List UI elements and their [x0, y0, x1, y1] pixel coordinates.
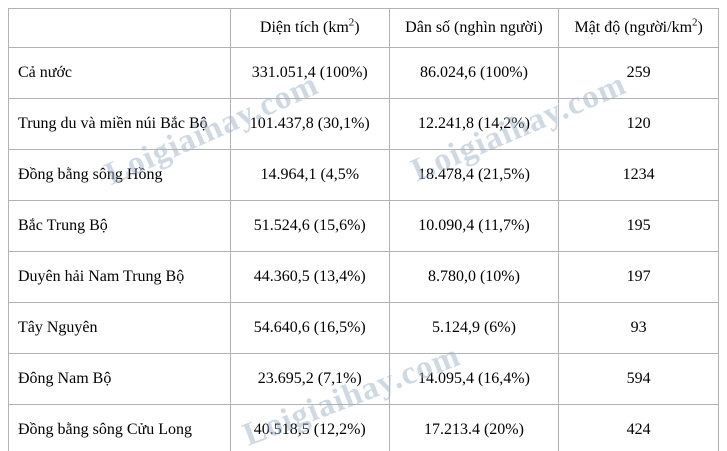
header-area-superscript: 2: [348, 16, 355, 29]
header-row: Diện tích (km2) Dân số (nghìn người) Mật…: [8, 8, 719, 48]
area-cell: 101.437,8 (30,1%): [229, 98, 390, 150]
population-cell: 10.090,4 (11,7%): [388, 200, 560, 252]
header-density: Mật độ (người/km2): [558, 8, 719, 48]
region-cell: Trung du và miền núi Bắc Bộ: [8, 98, 231, 150]
header-area-label: Diện tích (km: [259, 19, 349, 36]
statistics-table: Diện tích (km2) Dân số (nghìn người) Mật…: [8, 8, 719, 451]
header-area-label-close: ): [354, 19, 360, 36]
density-cell: 93: [558, 302, 719, 354]
density-cell: 195: [558, 200, 719, 252]
header-population-label: Dân số (nghìn người): [405, 19, 543, 36]
table-row: Đông Nam Bộ 23.695,2 (7,1%) 14.095,4 (16…: [8, 353, 719, 405]
area-cell: 23.695,2 (7,1%): [229, 353, 390, 405]
area-cell: 51.524,6 (15,6%): [229, 200, 390, 252]
population-cell: 5.124,9 (6%): [388, 302, 560, 354]
population-cell: 18.478,4 (21,5%): [388, 149, 560, 201]
density-cell: 1234: [558, 149, 719, 201]
area-cell: 44.360,5 (13,4%): [229, 251, 390, 303]
header-density-label-close: ): [697, 19, 703, 36]
population-cell: 86.024,6 (100%): [388, 47, 560, 99]
population-cell: 12.241,8 (14,2%): [388, 98, 560, 150]
region-cell: Cả nước: [8, 47, 231, 99]
region-cell: Đông Nam Bộ: [8, 353, 231, 405]
area-cell: 331.051,4 (100%): [229, 47, 390, 99]
table-row: Đồng bằng sông Hồng 14.964,1 (4,5% 18.47…: [8, 149, 719, 201]
density-cell: 259: [558, 47, 719, 99]
table-row: Tây Nguyên 54.640,6 (16,5%) 5.124,9 (6%)…: [8, 302, 719, 354]
table-row: Bắc Trung Bộ 51.524,6 (15,6%) 10.090,4 (…: [8, 200, 719, 252]
table-row: Trung du và miền núi Bắc Bộ 101.437,8 (3…: [8, 98, 719, 150]
table-row: Cả nước 331.051,4 (100%) 86.024,6 (100%)…: [8, 47, 719, 99]
population-cell: 8.780,0 (10%): [388, 251, 560, 303]
density-cell: 594: [558, 353, 719, 405]
area-cell: 54.640,6 (16,5%): [229, 302, 390, 354]
population-cell: 17.213.4 (20%): [388, 404, 560, 451]
population-cell: 14.095,4 (16,4%): [388, 353, 560, 405]
density-cell: 424: [558, 404, 719, 451]
header-area: Diện tích (km2): [229, 8, 390, 48]
table-row: Duyên hải Nam Trung Bộ 44.360,5 (13,4%) …: [8, 251, 719, 303]
region-cell: Đồng bằng sông Hồng: [8, 149, 231, 201]
region-cell: Duyên hải Nam Trung Bộ: [8, 251, 231, 303]
table-body: Cả nước 331.051,4 (100%) 86.024,6 (100%)…: [8, 47, 719, 451]
area-cell: 14.964,1 (4,5%: [229, 149, 390, 201]
table-row: Đồng bằng sông Cửu Long 40.518,5 (12,2%)…: [8, 404, 719, 451]
region-cell: Tây Nguyên: [8, 302, 231, 354]
header-region: [8, 8, 231, 48]
region-cell: Bắc Trung Bộ: [8, 200, 231, 252]
header-density-superscript: 2: [692, 16, 698, 29]
header-density-label: Mật độ (người/km: [574, 19, 693, 36]
header-population: Dân số (nghìn người): [388, 8, 560, 48]
region-cell: Đồng bằng sông Cửu Long: [8, 404, 231, 451]
area-cell: 40.518,5 (12,2%): [229, 404, 390, 451]
density-cell: 197: [558, 251, 719, 303]
density-cell: 120: [558, 98, 719, 150]
